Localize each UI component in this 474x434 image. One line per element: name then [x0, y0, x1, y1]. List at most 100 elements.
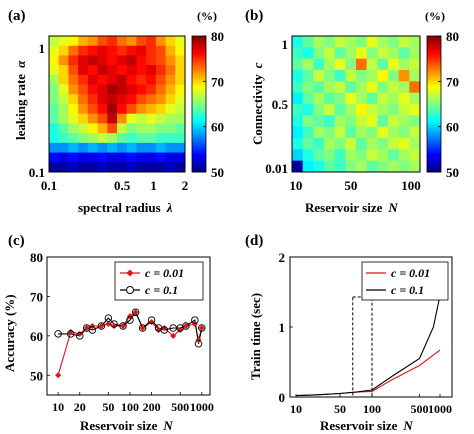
heatmap-cell	[345, 36, 357, 48]
heatmap-cell	[409, 149, 421, 162]
heatmap-cell	[58, 94, 69, 105]
c-x-tick-label: 100	[121, 400, 139, 414]
heatmap-cell	[49, 55, 60, 66]
heatmap-cell	[324, 47, 336, 60]
heatmap-cell	[155, 113, 166, 124]
colorbar-segment	[192, 60, 206, 64]
heatmap-cell	[68, 104, 79, 115]
heatmap-cell	[136, 142, 147, 153]
heatmap-cell	[398, 92, 410, 105]
heatmap-cell	[136, 162, 147, 173]
colorbar-segment	[192, 58, 206, 62]
heatmap-cell	[356, 81, 368, 94]
heatmap-cell	[313, 81, 325, 94]
heatmap-cell	[146, 94, 157, 105]
colorbar-segment	[192, 79, 206, 82]
c-x-tick-label: 500	[171, 400, 189, 414]
heatmap-cell	[324, 149, 336, 162]
heatmap-cell	[136, 94, 147, 105]
colorbar-segment	[427, 47, 441, 51]
colorbar-segment	[192, 85, 206, 89]
heatmap-cell	[136, 45, 147, 56]
heatmap-cell	[87, 142, 98, 153]
c-point-diamond	[111, 323, 118, 329]
heatmap-cell	[87, 152, 98, 163]
heatmap-cell	[58, 133, 69, 144]
heatmap-cell	[175, 84, 186, 95]
heatmap-cell	[107, 142, 118, 153]
heatmap-cell	[175, 45, 186, 56]
heatmap-cell	[107, 65, 118, 76]
colorbar-tick-label: 50	[446, 165, 459, 180]
heatmap-cell	[366, 104, 378, 116]
c-point-circle	[104, 314, 113, 322]
colorbar-tick-label: 50	[211, 165, 224, 180]
d-y-tick-label: 0	[279, 390, 286, 405]
heatmap-cell	[126, 162, 137, 173]
c-point-circle	[88, 326, 97, 334]
heatmap-cell	[345, 160, 357, 173]
heatmap-cell	[165, 162, 176, 173]
heatmap-cell	[302, 47, 314, 60]
heatmap-cell	[165, 113, 176, 124]
colorbar-segment	[427, 38, 441, 42]
panel-a-frame	[48, 35, 186, 173]
heatmap-cell	[313, 115, 325, 128]
panel-b-xlabel: Reservoir size N	[305, 200, 398, 215]
heatmap-cell	[49, 133, 60, 144]
colorbar-tick-label: 60	[211, 120, 224, 135]
heatmap-cell	[126, 113, 137, 124]
heatmap-cell	[292, 36, 304, 48]
d-x-tick-label: 10	[290, 402, 302, 416]
colorbar-segment	[192, 142, 206, 146]
heatmap-cell	[146, 152, 157, 163]
heatmap-cell	[313, 70, 325, 82]
colorbar-segment	[192, 63, 206, 66]
panel-a-colorbar: 50 60 70 80	[191, 29, 224, 180]
colorbar-segment	[427, 85, 441, 89]
heatmap-cell	[356, 115, 368, 128]
heatmap-cell	[356, 160, 368, 173]
heatmap-cell	[78, 123, 89, 134]
colorbar-tick-label: 70	[446, 74, 459, 89]
colorbar-segment	[427, 153, 441, 157]
heatmap-cell	[324, 36, 336, 48]
colorbar-segment	[427, 76, 441, 80]
legend-label-d-c001: c = 0.01	[391, 266, 430, 280]
heatmap-cell	[97, 123, 108, 134]
heatmap-cell	[366, 115, 378, 128]
colorbar-frame	[191, 35, 207, 173]
heatmap-cell	[117, 94, 128, 105]
heatmap-cell	[97, 84, 108, 95]
heatmap-cell	[175, 142, 186, 153]
colorbar-segment	[192, 42, 206, 46]
heatmap-cell	[107, 84, 118, 95]
c-y-tick-label: 80	[30, 250, 43, 265]
heatmap-cell	[78, 36, 89, 47]
heatmap-cell	[136, 36, 147, 47]
heatmap-cell	[302, 58, 314, 71]
heatmap-cell	[377, 126, 389, 139]
colorbar-segment	[427, 56, 441, 60]
heatmap-cell	[87, 94, 98, 105]
heatmap-cell	[377, 92, 389, 105]
heatmap-cell	[97, 162, 108, 173]
heatmap-cell	[146, 162, 157, 173]
b-x-tick-label: 10	[289, 178, 302, 193]
heatmap-cell	[409, 126, 421, 139]
colorbar-segment	[427, 158, 441, 162]
colorbar-segment	[427, 40, 441, 44]
heatmap-cell	[87, 74, 98, 85]
heatmap-cell	[126, 152, 137, 163]
heatmap-cell	[324, 126, 336, 139]
legend-label-c001: c = 0.01	[145, 266, 184, 280]
heatmap-cell	[356, 36, 368, 48]
heatmap-cell	[324, 92, 336, 105]
heatmap-cell	[292, 70, 304, 82]
panel-d-legend-box	[361, 261, 449, 301]
heatmap-cell	[87, 65, 98, 76]
heatmap-cell	[107, 152, 118, 163]
panel-d-legend: c = 0.01 c = 0.1	[361, 261, 449, 301]
heatmap-cell	[334, 115, 346, 128]
